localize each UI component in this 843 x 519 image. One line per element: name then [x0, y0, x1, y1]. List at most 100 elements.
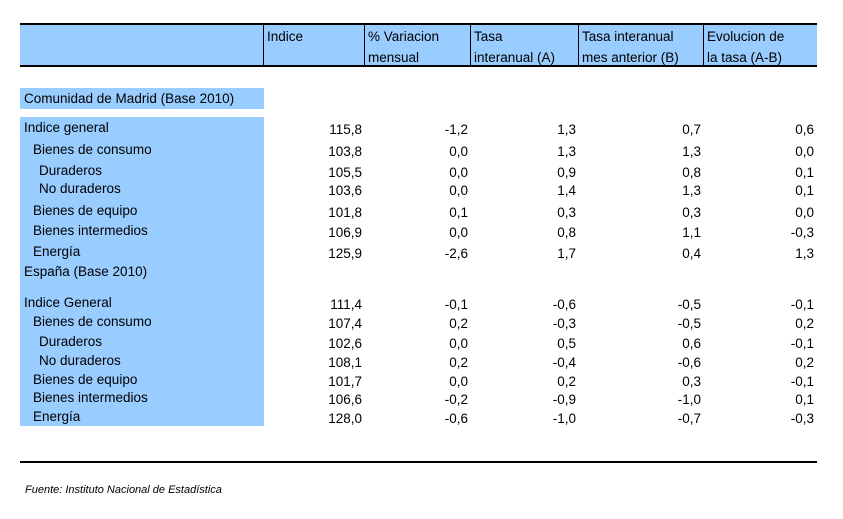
table-row: Energía 125,9 -2,6 1,7 0,4 1,3: [0, 243, 843, 261]
header-label: Tasa interanual: [582, 29, 674, 44]
section-title-madrid: Comunidad de Madrid (Base 2010): [24, 91, 235, 106]
cell-value: -0,7: [677, 411, 701, 426]
cell-value: -0,5: [677, 297, 701, 312]
header-evolucion-tasa: Evolucion de la tasa (A-B): [703, 25, 817, 65]
cell-value: 0,7: [682, 122, 701, 137]
cell-value: -1,2: [444, 122, 468, 137]
cell-value: 125,9: [328, 246, 362, 261]
cell-value: 1,3: [682, 183, 701, 198]
cell-value: 115,8: [329, 122, 362, 137]
cell-value: -0,1: [790, 336, 814, 351]
cell-value: 0,1: [795, 392, 814, 407]
cell-value: 0,3: [682, 374, 701, 389]
table-row: No duraderos 103,6 0,0 1,4 1,3 0,1: [0, 180, 843, 198]
row-label: Duraderos: [39, 334, 103, 349]
label-column-band: [20, 117, 264, 426]
cell-value: -0,6: [444, 411, 468, 426]
table-row: Bienes de consumo 107,4 0,2 -0,3 -0,5 0,2: [0, 313, 843, 331]
cell-value: 0,3: [557, 205, 576, 220]
cell-value: 0,4: [682, 246, 701, 261]
row-label: Bienes de equipo: [33, 372, 138, 387]
table-row: Bienes intermedios 106,6 -0,2 -0,9 -1,0 0,1: [0, 389, 843, 407]
cell-value: -0,1: [790, 374, 814, 389]
cell-value: 103,6: [328, 183, 362, 198]
row-label: Energía: [33, 244, 81, 259]
table-row: Bienes de equipo 101,7 0,0 0,2 0,3 -0,1: [0, 371, 843, 389]
cell-value: 0,6: [682, 336, 701, 351]
section-title-espana: España (Base 2010): [24, 264, 148, 279]
table-row: Bienes de equipo 101,8 0,1 0,3 0,3 0,0: [0, 202, 843, 220]
cell-value: 0,0: [795, 144, 814, 159]
header-label: Tasa: [474, 29, 503, 44]
table-header: Indice % Variacion mensual Tasa interanu…: [20, 23, 817, 67]
row-label: Energía: [33, 409, 81, 424]
cell-value: 0,6: [795, 122, 814, 137]
row-label: Duraderos: [39, 163, 103, 178]
cell-value: 105,5: [328, 165, 362, 180]
cell-value: -1,0: [552, 411, 576, 426]
cell-value: 128,0: [328, 411, 362, 426]
cell-value: 0,1: [795, 165, 814, 180]
cell-value: -2,6: [444, 246, 468, 261]
cell-value: 101,7: [328, 374, 362, 389]
cell-value: 102,6: [328, 336, 362, 351]
table-row: Duraderos 102,6 0,0 0,5 0,6 -0,1: [0, 333, 843, 351]
cell-value: 0,0: [449, 225, 468, 240]
row-label: Bienes de consumo: [33, 142, 152, 157]
row-label: No duraderos: [39, 181, 121, 196]
row-label: Bienes intermedios: [33, 390, 148, 405]
cell-value: 1,4: [557, 183, 576, 198]
cell-value: 0,0: [795, 205, 814, 220]
cell-value: -0,1: [790, 297, 814, 312]
cell-value: -0,5: [677, 316, 701, 331]
header-tasa-interanual: Tasa interanual (A): [470, 25, 578, 65]
row-label: No duraderos: [39, 353, 121, 368]
cell-value: 106,6: [328, 392, 362, 407]
cell-value: 0,8: [682, 165, 701, 180]
cell-value: 0,0: [449, 374, 468, 389]
table-row: Indice General 111,4 -0,1 -0,6 -0,5 -0,1: [0, 294, 843, 312]
row-label: Indice General: [24, 295, 112, 310]
table-row: Bienes de consumo 103,8 0,0 1,3 1,3 0,0: [0, 141, 843, 159]
cell-value: -0,3: [790, 411, 814, 426]
cell-value: 0,0: [449, 144, 468, 159]
cell-value: 111,4: [330, 297, 362, 312]
cell-value: -0,4: [552, 355, 576, 370]
table-row: Energía 128,0 -0,6 -1,0 -0,7 -0,3: [0, 408, 843, 426]
cell-value: 1,3: [795, 246, 814, 261]
header-indice: Indice: [263, 25, 364, 65]
header-label: Evolucion de: [707, 29, 785, 44]
cell-value: 0,2: [795, 355, 814, 370]
cell-value: -0,2: [444, 392, 468, 407]
header-label: mes anterior (B): [582, 50, 679, 65]
cell-value: -0,6: [552, 297, 576, 312]
cell-value: 0,2: [557, 374, 576, 389]
cell-value: 0,1: [795, 183, 814, 198]
cell-value: 0,8: [557, 225, 576, 240]
cell-value: 0,2: [449, 316, 468, 331]
cell-value: 107,4: [328, 316, 362, 331]
section-title-band: [20, 88, 264, 109]
cell-value: -0,3: [790, 225, 814, 240]
cell-value: 1,3: [682, 144, 701, 159]
cell-value: -0,9: [552, 392, 576, 407]
cell-value: 1,1: [682, 225, 701, 240]
source-note: Fuente: Instituto Nacional de Estadístic…: [25, 484, 222, 496]
cell-value: 1,3: [557, 144, 576, 159]
cell-value: 0,2: [449, 355, 468, 370]
cell-value: 0,0: [449, 165, 468, 180]
row-label: Bienes de consumo: [33, 314, 152, 329]
cell-value: 103,8: [328, 144, 362, 159]
cell-value: 0,2: [795, 316, 814, 331]
cell-value: 106,9: [328, 225, 362, 240]
row-label: Bienes de equipo: [33, 203, 138, 218]
row-label: Indice general: [24, 120, 109, 135]
header-label: % Variacion: [368, 29, 440, 44]
cell-value: 1,7: [557, 246, 576, 261]
table-row: Bienes intermedios 106,9 0,0 0,8 1,1 -0,3: [0, 222, 843, 240]
cell-value: 1,3: [557, 122, 576, 137]
cell-value: 0,9: [557, 165, 576, 180]
cell-value: -0,1: [444, 297, 468, 312]
cell-value: 0,5: [557, 336, 576, 351]
cell-value: 0,0: [449, 183, 468, 198]
